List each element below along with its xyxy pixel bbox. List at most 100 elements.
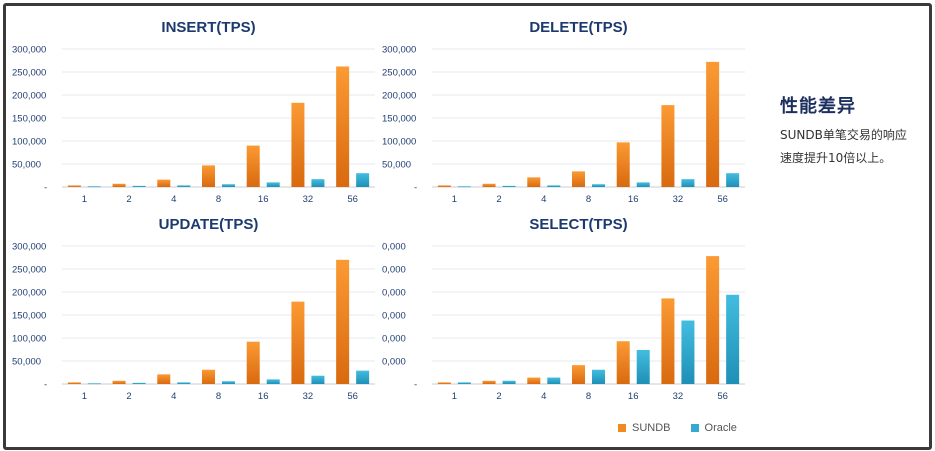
x-tick-label: 1 <box>452 391 457 402</box>
bar-oracle <box>222 381 235 384</box>
y-tick-label: 300,000 <box>12 242 46 253</box>
y-tick-label: 200,000 <box>382 91 416 102</box>
y-tick-label: 50,000 <box>382 160 411 171</box>
y-tick-label: 250,000 <box>12 265 46 276</box>
y-tick-label: 0,000 <box>382 288 406 299</box>
bar-oracle <box>356 173 370 187</box>
chart-title: UPDATE(TPS) <box>159 216 259 233</box>
bar-oracle <box>132 185 146 187</box>
y-tick-label: 250,000 <box>382 68 416 79</box>
y-tick-label: - <box>44 183 47 194</box>
legend-item-oracle: Oracle <box>690 422 737 434</box>
bar-sundb <box>527 177 541 187</box>
y-tick-label: 0,000 <box>382 242 406 253</box>
bar-sundb <box>572 171 585 187</box>
bar-oracle <box>502 185 516 187</box>
bar-sundb <box>291 301 305 384</box>
x-tick-label: 4 <box>541 391 546 402</box>
legend-label-sundb: SUNDB <box>632 422 671 434</box>
y-tick-label: 0,000 <box>382 357 406 368</box>
bar-oracle <box>177 382 191 384</box>
bar-sundb <box>202 165 215 187</box>
legend-item-sundb: SUNDB <box>618 422 671 434</box>
bar-sundb <box>572 365 585 384</box>
chart-insert: INSERT(TPS) 300,000 250,000 200,000 150,000 1… <box>10 14 380 205</box>
x-tick-label: 1 <box>82 194 87 205</box>
bar-oracle <box>356 370 370 384</box>
bar-oracle <box>266 182 280 187</box>
x-tick-label: 2 <box>126 391 131 402</box>
bar-sundb <box>157 179 171 187</box>
bar-oracle <box>547 377 561 384</box>
bar-sundb <box>336 259 350 384</box>
bar-oracle <box>592 369 605 384</box>
x-tick-label: 16 <box>258 391 269 402</box>
chart-title: INSERT(TPS) <box>161 19 255 36</box>
y-tick-label: 50,000 <box>12 160 41 171</box>
bar-oracle <box>502 380 516 384</box>
x-tick-label: 56 <box>717 194 728 205</box>
y-tick-label: 100,000 <box>12 137 46 148</box>
x-tick-label: 8 <box>216 391 221 402</box>
bar-oracle <box>726 173 740 187</box>
x-tick-label: 2 <box>496 391 501 402</box>
bar-sundb <box>202 369 215 384</box>
y-tick-label: 150,000 <box>12 311 46 322</box>
bar-oracle <box>311 375 325 384</box>
bar-sundb <box>661 105 675 187</box>
bar-oracle <box>222 184 235 187</box>
y-tick-label: 100,000 <box>382 137 416 148</box>
legend-label-oracle: Oracle <box>704 422 737 434</box>
bar-sundb <box>336 66 350 187</box>
legend: SUNDB Oracle <box>618 422 751 434</box>
bar-oracle <box>87 186 101 188</box>
x-tick-label: 1 <box>82 391 87 402</box>
bar-sundb <box>661 298 675 384</box>
y-tick-label: 300,000 <box>382 45 416 56</box>
x-tick-label: 8 <box>586 391 591 402</box>
y-tick-label: - <box>44 380 47 391</box>
bar-sundb <box>482 183 496 187</box>
y-tick-label: - <box>414 380 417 391</box>
bar-oracle <box>726 294 740 384</box>
y-tick-label: 0,000 <box>382 311 406 322</box>
bar-oracle <box>311 179 325 187</box>
x-tick-label: 16 <box>258 194 269 205</box>
bar-oracle <box>681 320 695 384</box>
x-tick-label: 2 <box>126 194 131 205</box>
x-tick-label: 4 <box>171 391 176 402</box>
bar-sundb <box>482 380 496 384</box>
y-tick-label: 0,000 <box>382 334 406 345</box>
x-tick-label: 4 <box>541 194 546 205</box>
bar-oracle <box>177 185 191 187</box>
y-tick-label: 200,000 <box>12 91 46 102</box>
bar-sundb <box>706 61 720 187</box>
y-tick-label: 0,000 <box>382 265 406 276</box>
x-tick-label: 32 <box>673 194 684 205</box>
x-tick-label: 8 <box>586 194 591 205</box>
bar-sundb <box>527 377 541 384</box>
x-tick-label: 56 <box>347 194 358 205</box>
bar-oracle <box>592 184 605 187</box>
x-tick-label: 16 <box>628 391 639 402</box>
chart-svg: UPDATE(TPS)300,000250,000200,000150,0001… <box>12 216 375 402</box>
bar-sundb <box>112 183 126 187</box>
bar-oracle <box>457 382 471 384</box>
y-tick-label: 100,000 <box>12 334 46 345</box>
bar-sundb <box>616 341 630 384</box>
bar-sundb <box>616 142 630 187</box>
x-tick-label: 8 <box>216 194 221 205</box>
bar-oracle <box>266 379 280 384</box>
bar-oracle <box>636 349 650 384</box>
y-tick-label: 150,000 <box>382 114 416 125</box>
side-description: SUNDB单笔交易的响应速度提升10倍以上。 <box>780 128 907 165</box>
chart-select: SELECT(TPS) 0,000 0,000 0,000 0,000 0,000 0,00… <box>380 211 750 402</box>
chart-title: SELECT(TPS) <box>529 216 627 233</box>
legend-swatch-oracle <box>690 424 699 432</box>
x-tick-label: 2 <box>496 194 501 205</box>
chart-svg: SELECT(TPS) 0,000 0,000 0,000 0,000 0,000 0,00… <box>382 216 745 402</box>
x-tick-label: 32 <box>673 391 684 402</box>
bar-oracle <box>547 185 561 187</box>
chart-delete: DELETE(TPS) 300,000 250,000 200,000 150,000 1… <box>380 14 750 205</box>
bar-sundb <box>246 341 260 384</box>
